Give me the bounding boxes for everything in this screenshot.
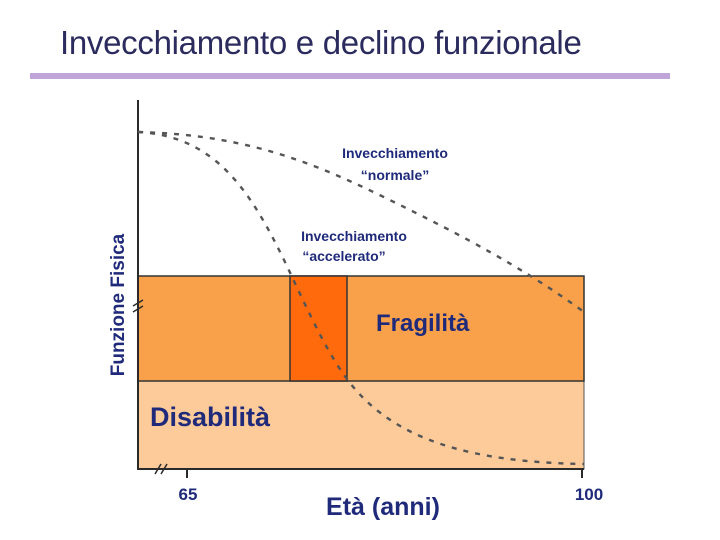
- frailty-zone-label: Fragilità: [376, 310, 470, 337]
- title-underline: [30, 73, 670, 79]
- x-axis-break: [154, 463, 168, 475]
- normal-curve-label-line2: “normale”: [361, 167, 429, 183]
- accelerated-curve-label-line1: Invecchiamento: [301, 228, 407, 244]
- normal-aging-curve: [137, 130, 585, 313]
- slide-title: Invecchiamento e declino funzionale: [60, 24, 582, 61]
- y-axis-label: Funzione Fisica: [108, 233, 129, 376]
- accelerated-curve-label-line2: “accelerato”: [302, 248, 385, 264]
- accelerated-aging-curve: [137, 130, 585, 466]
- x-tick-label-100: 100: [575, 485, 603, 504]
- y-axis-break: [132, 299, 144, 313]
- disability-zone-label: Disabilità: [150, 402, 271, 432]
- x-tick-label-65: 65: [179, 485, 198, 504]
- x-axis-label: Età (anni): [326, 493, 440, 521]
- frailty-zone: [137, 275, 585, 382]
- normal-curve-label-line1: Invecchiamento: [342, 145, 448, 161]
